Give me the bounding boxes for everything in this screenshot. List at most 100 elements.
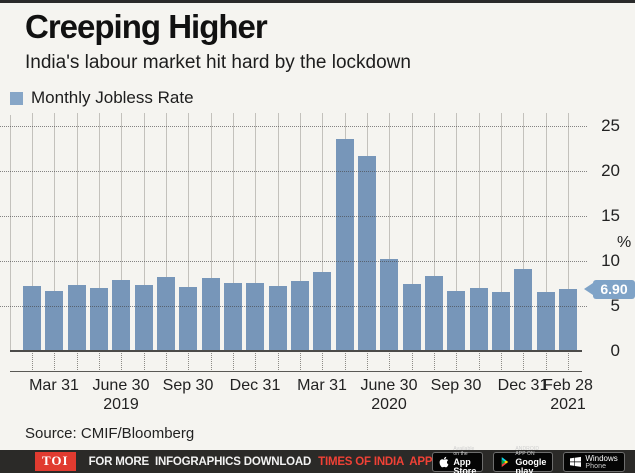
v-gridline: [54, 113, 55, 351]
x-tick: [278, 353, 280, 370]
v-gridline: [278, 113, 279, 351]
windows-phone-badge[interactable]: Windows Phone: [563, 451, 625, 472]
store-badges: Available on the App Store ANDROID APP O…: [432, 447, 625, 473]
v-gridline: [501, 113, 502, 351]
footer-promo-text: FOR MORE INFOGRAPHICS DOWNLOAD: [88, 455, 312, 468]
badge-store-name: Windows: [585, 453, 618, 463]
x-tick: [233, 353, 235, 370]
h-gridline: [0, 126, 587, 127]
x-tick: [54, 353, 56, 370]
x-tick: [121, 353, 123, 370]
page-subtitle: India's labour market hit hard by the lo…: [25, 52, 411, 73]
x-tick-year-label: 2021: [550, 396, 586, 413]
badge-store-name: Google play: [515, 457, 547, 473]
bar: [269, 286, 287, 351]
x-tick-label: Dec 31: [229, 377, 281, 394]
legend: Monthly Jobless Rate: [10, 88, 194, 108]
bar: [447, 291, 465, 351]
bar: [380, 259, 398, 351]
x-tick: [32, 353, 34, 370]
y-tick-label: 20: [601, 161, 620, 180]
x-tick-label: Sep 30: [162, 377, 214, 394]
x-tick: [144, 353, 146, 370]
x-tick: [434, 353, 436, 370]
y-tick-label: 15: [601, 206, 620, 225]
x-tick: [300, 353, 302, 370]
source-credit: Source: CMIF/Bloomberg: [25, 425, 195, 442]
bar: [112, 280, 130, 351]
x-tick-year-label: 2020: [371, 396, 407, 413]
v-gridline: [523, 113, 524, 351]
apple-icon: [439, 456, 449, 468]
bar: [224, 283, 242, 351]
v-gridline: [456, 113, 457, 351]
bar: [492, 292, 510, 351]
badge-store-name: App Store: [453, 457, 477, 473]
y-tick-label: 25: [601, 116, 620, 135]
x-tick: [367, 353, 369, 370]
v-gridline: [233, 113, 234, 351]
page-title: Creeping Higher: [25, 8, 268, 45]
google-play-badge[interactable]: ANDROID APP ON Google play: [493, 447, 554, 473]
v-gridline: [121, 113, 122, 351]
x-tick: [188, 353, 190, 370]
last-value-tag: 6.90: [593, 279, 635, 299]
x-axis-line: [10, 350, 582, 352]
x-tick: [166, 353, 168, 370]
footer-promo-bar: TOI FOR MORE INFOGRAPHICS DOWNLOAD TIMES…: [0, 447, 635, 473]
x-tick: [77, 353, 79, 370]
x-tick: [255, 353, 257, 370]
bar: [90, 288, 108, 351]
v-gridline: [77, 113, 78, 351]
x-tick: [322, 353, 324, 370]
badge-bottom-line: Phone: [585, 462, 607, 470]
windows-icon: [570, 456, 582, 467]
x-tick-label: Mar 31: [29, 377, 79, 394]
bar: [291, 281, 309, 351]
x-tick-label: Feb 28: [543, 377, 593, 394]
x-tick: [523, 353, 525, 370]
app-store-badge[interactable]: Available on the App Store: [432, 447, 484, 473]
x-tick: [99, 353, 101, 370]
footer-promo-app-text: TIMES OF INDIA APP: [318, 455, 433, 468]
v-gridline: [389, 113, 390, 351]
top-border: [0, 0, 635, 3]
bar: [45, 291, 63, 351]
bar: [23, 286, 41, 351]
v-gridline: [300, 113, 301, 351]
google-play-icon: [500, 456, 511, 468]
x-tick-label: June 30: [360, 377, 418, 394]
h-gridline: [0, 171, 587, 172]
v-gridline: [546, 113, 547, 351]
toi-logo[interactable]: TOI: [35, 452, 76, 471]
x-tick-year-label: 2019: [103, 396, 139, 413]
v-gridline: [188, 113, 189, 351]
bar: [470, 288, 488, 351]
x-tick-label: June 30: [92, 377, 150, 394]
bar: [425, 276, 443, 351]
bar: [179, 287, 197, 351]
x-tick: [456, 353, 458, 370]
bar: [559, 289, 577, 351]
h-gridline: [0, 216, 587, 217]
x-tick: [412, 353, 414, 370]
bar: [403, 284, 421, 351]
v-gridline: [32, 113, 33, 351]
last-value-tag-arrow: [584, 282, 593, 295]
bar: [157, 277, 175, 351]
x-tick: [501, 353, 503, 370]
bar: [68, 285, 86, 351]
v-gridline: [144, 113, 145, 351]
bar: [358, 156, 376, 351]
x-tick: [389, 353, 391, 370]
h-gridline: [0, 261, 587, 262]
bar: [336, 139, 354, 351]
y-axis-unit-label: %: [617, 234, 632, 251]
v-gridline: [479, 113, 480, 351]
v-gridline: [255, 113, 256, 351]
v-gridline: [99, 113, 100, 351]
y-tick-label: 5: [610, 296, 620, 315]
x-tick-label: Mar 31: [297, 377, 347, 394]
x-tick: [568, 353, 570, 370]
